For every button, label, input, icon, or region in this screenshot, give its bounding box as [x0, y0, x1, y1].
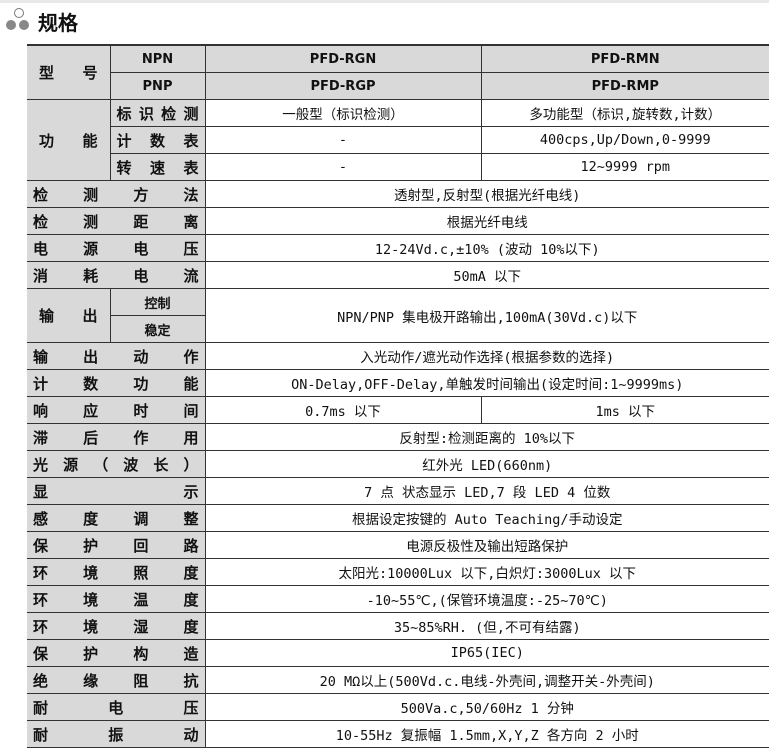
row-value: IP65(IEC)	[204, 639, 769, 667]
table-row: 环境湿度 35~85%RH. (但,不可有结露)	[27, 612, 769, 640]
output-sub: 控制	[109, 288, 206, 316]
row-label: 滞后作用	[27, 423, 206, 451]
row-value: 红外光 LED(660nm)	[204, 450, 769, 478]
row-value: NPN/PNP 集电极开路输出,100mA(30Vd.c)以下	[204, 288, 769, 343]
function-label: 功能	[27, 99, 111, 181]
row-label: 输出动作	[27, 342, 206, 370]
row-label: 感度调整	[27, 504, 206, 532]
table-row: 计数表 - 400cps,Up/Down,0-9999	[27, 126, 769, 154]
row-label: 保护回路	[27, 531, 206, 559]
row-value: 电源反极性及输出短路保护	[204, 531, 769, 559]
table-row: 转速表 - 12~9999 rpm	[27, 153, 769, 181]
table-row: 耐电压 500Va.c,50/60Hz 1 分钟	[27, 693, 769, 721]
cell: -	[204, 153, 482, 181]
row-value: 太阳光:10000Lux 以下,白炽灯:3000Lux 以下	[204, 558, 769, 586]
section-title: 规格	[4, 6, 78, 36]
function-sub: 计数表	[110, 126, 206, 154]
row-label: 耐电压	[27, 693, 206, 721]
table-row: 显示 7 点 状态显示 LED,7 段 LED 4 位数	[27, 477, 769, 505]
row-label: 检测距离	[27, 207, 206, 235]
table-row: 光源（波长） 红外光 LED(660nm)	[27, 450, 769, 478]
function-sub: 转速表	[110, 153, 206, 181]
function-sub: 标识检测	[109, 99, 206, 127]
table-row: 计数功能 ON-Delay,OFF-Delay,单触发时间输出(设定时间:1~99…	[27, 369, 769, 397]
row-value: -10~55℃,(保管环境温度:-25~70℃)	[204, 585, 769, 613]
table-row: 保护构造 IP65(IEC)	[27, 639, 769, 667]
table-row: 绝缘阻抗 20 MΩ以上(500Vd.c.电线-外壳间,调整开关-外壳间)	[27, 666, 769, 694]
row-value: 反射型:检测距离的 10%以下	[204, 423, 769, 451]
table-row: 环境照度 太阳光:10000Lux 以下,白炽灯:3000Lux 以下	[27, 558, 769, 586]
table-row: 功能 标识检测 一般型（标识检测） 多功能型（标识,旋转数,计数）	[27, 99, 769, 181]
table-row: 检测距离 根据光纤电线	[27, 207, 769, 235]
model-npn-b: PFD-RMN	[480, 44, 769, 73]
pnp-label: PNP	[110, 72, 206, 100]
row-value: 根据光纤电线	[204, 207, 769, 235]
row-label: 环境温度	[27, 585, 206, 613]
cell: 多功能型（标识,旋转数,计数）	[480, 99, 769, 127]
row-label: 响应时间	[27, 396, 206, 424]
row-value: 透射型,反射型(根据光纤电线)	[204, 180, 769, 208]
row-label: 显示	[27, 477, 206, 505]
top-bar	[0, 0, 769, 3]
table-row: 电源电压 12-24Vd.c,±10% (波动 10%以下)	[27, 234, 769, 262]
table-row: 检测方法 透射型,反射型(根据光纤电线)	[27, 180, 769, 208]
cell: 400cps,Up/Down,0-9999	[480, 126, 769, 154]
row-value: ON-Delay,OFF-Delay,单触发时间输出(设定时间:1~9999ms…	[204, 369, 769, 397]
cell: -	[204, 126, 482, 154]
model-npn-a: PFD-RGN	[204, 44, 482, 73]
row-value: 50mA 以下	[204, 261, 769, 289]
row-value: 10-55Hz 复振幅 1.5mm,X,Y,Z 各方向 2 小时	[204, 720, 769, 748]
title-text: 规格	[38, 10, 78, 35]
model-label: 型号	[27, 44, 111, 100]
output-label: 输出	[27, 288, 111, 343]
row-label: 保护构造	[27, 639, 206, 667]
table-row: 型号 NPN PFD-RGN PFD-RMN	[27, 44, 769, 100]
table-row: 消耗电流 50mA 以下	[27, 261, 769, 289]
table-row: 环境温度 -10~55℃,(保管环境温度:-25~70℃)	[27, 585, 769, 613]
spec-table: 型号 NPN PFD-RGN PFD-RMN PNP PFD-RGP PFD-R…	[27, 44, 769, 748]
table-row: PNP PFD-RGP PFD-RMP	[27, 72, 769, 100]
row-label: 电源电压	[27, 234, 206, 262]
row-value: 35~85%RH. (但,不可有结露)	[204, 612, 769, 640]
row-value: 7 点 状态显示 LED,7 段 LED 4 位数	[204, 477, 769, 505]
table-row: 感度调整 根据设定按键的 Auto Teaching/手动设定	[27, 504, 769, 532]
table-row: 响应时间 0.7ms 以下 1ms 以下	[27, 396, 769, 424]
npn-label: NPN	[109, 44, 206, 73]
row-value: 根据设定按键的 Auto Teaching/手动设定	[204, 504, 769, 532]
row-label: 环境照度	[27, 558, 206, 586]
row-value: 20 MΩ以上(500Vd.c.电线-外壳间,调整开关-外壳间)	[204, 666, 769, 694]
table-row: 稳定	[27, 315, 769, 343]
row-label: 检测方法	[27, 180, 206, 208]
table-row: 输出 控制 NPN/PNP 集电极开路输出,100mA(30Vd.c)以下	[27, 288, 769, 343]
cell: 一般型（标识检测）	[204, 99, 482, 127]
row-label: 计数功能	[27, 369, 206, 397]
row-value: 500Va.c,50/60Hz 1 分钟	[204, 693, 769, 721]
table-row: 耐振动 10-55Hz 复振幅 1.5mm,X,Y,Z 各方向 2 小时	[27, 720, 769, 748]
row-label: 绝缘阻抗	[27, 666, 206, 694]
table-row: 输出动作 入光动作/遮光动作选择(根据参数的选择)	[27, 342, 769, 370]
row-label: 环境湿度	[27, 612, 206, 640]
row-value: 入光动作/遮光动作选择(根据参数的选择)	[204, 342, 769, 370]
output-sub: 稳定	[110, 315, 205, 343]
model-pnp-b: PFD-RMP	[480, 72, 769, 100]
model-pnp-a: PFD-RGP	[204, 72, 482, 100]
cell: 12~9999 rpm	[480, 153, 769, 181]
table-row: 滞后作用 反射型:检测距离的 10%以下	[27, 423, 769, 451]
row-label: 消耗电流	[27, 261, 206, 289]
row-label: 耐振动	[27, 720, 206, 748]
circles-icon	[4, 8, 34, 34]
cell: 1ms 以下	[480, 396, 769, 424]
row-value: 12-24Vd.c,±10% (波动 10%以下)	[204, 234, 769, 262]
table-row: 保护回路 电源反极性及输出短路保护	[27, 531, 769, 559]
row-label: 光源（波长）	[27, 450, 206, 478]
cell: 0.7ms 以下	[204, 396, 482, 424]
